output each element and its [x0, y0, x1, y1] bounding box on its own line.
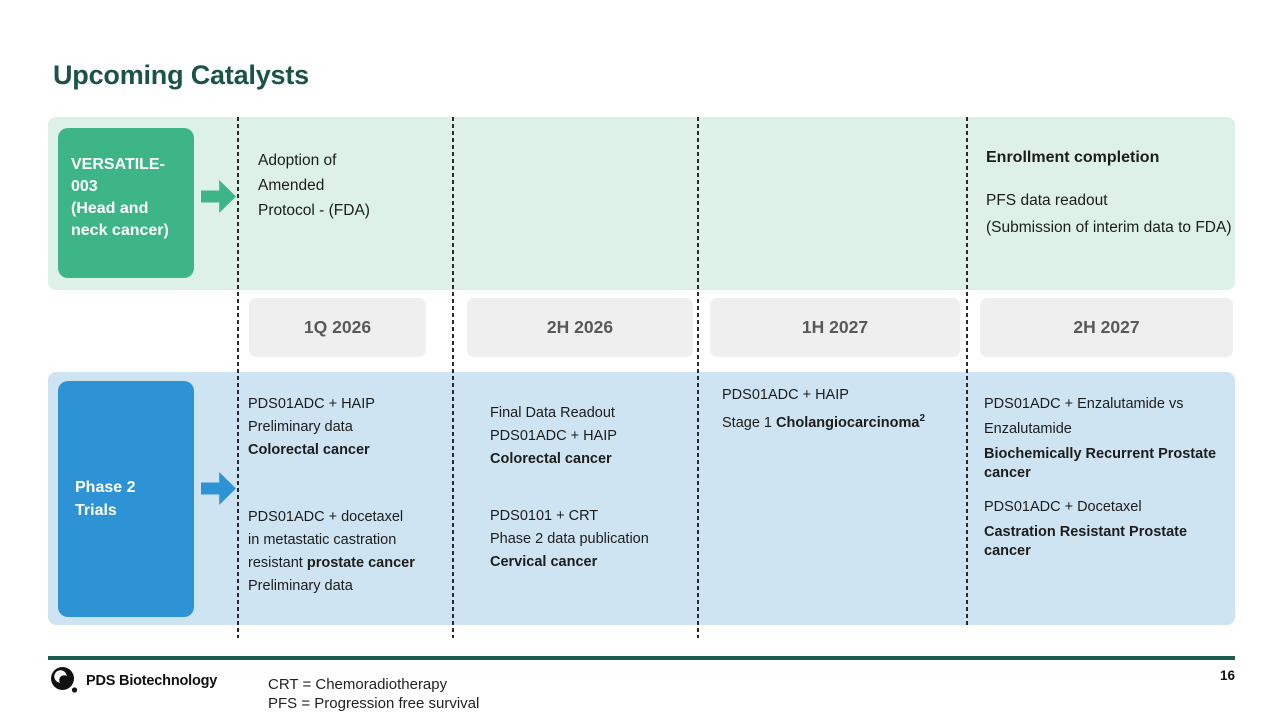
phase2-col3-milestones: PDS01ADC + HAIP Stage 1 Cholangiocarcino… — [722, 383, 925, 435]
milestone-line: resistant prostate cancer — [248, 555, 415, 571]
milestone-line: PDS01ADC + HAIP — [490, 428, 617, 444]
milestone-line: Preliminary data — [248, 419, 353, 435]
phase2-col1-milestones: PDS01ADC + HAIP Preliminary data Colorec… — [248, 393, 415, 598]
milestone-line: Preliminary data — [248, 578, 353, 594]
milestone-line: PDS01ADC + docetaxel — [248, 509, 404, 525]
versatile-row-panel — [48, 117, 1235, 290]
page-title: Upcoming Catalysts — [53, 60, 309, 90]
phase2-col4-milestones: PDS01ADC + Enzalutamide vs Enzalutamide … — [984, 392, 1222, 561]
milestone-line: Enzalutamide — [984, 421, 1072, 437]
quarter-chip-2h2027: 2H 2027 — [980, 298, 1233, 357]
versatile-q4-milestone: Enrollment completion PFS data readout (… — [986, 147, 1238, 238]
milestone-line: Colorectal cancer — [490, 451, 612, 467]
timeline-divider-4 — [966, 117, 968, 626]
timeline-divider-3 — [697, 117, 699, 638]
footnote-marker: 2 — [919, 413, 925, 424]
page-number: 16 — [1219, 668, 1235, 683]
phase2-row-panel — [48, 372, 1235, 625]
brand-name: PDS Biotechnology — [86, 673, 218, 689]
milestone-line: Colorectal cancer — [248, 442, 370, 458]
phase2-col2-milestones: Final Data Readout PDS01ADC + HAIP Color… — [490, 402, 649, 574]
milestone-line: PDS01ADC + HAIP — [248, 396, 375, 412]
quarter-chip-1q2026: 1Q 2026 — [249, 298, 426, 357]
versatile-q1-milestone: Adoption of Amended Protocol - (FDA) — [258, 152, 370, 219]
phase2-label-box: Phase 2 Trials — [58, 381, 194, 617]
quarter-chip-1h2027: 1H 2027 — [710, 298, 960, 357]
milestone-line: Biochemically Recurrent Prostate cancer — [984, 446, 1217, 481]
milestone-line: PDS01ADC + Enzalutamide vs — [984, 396, 1184, 412]
milestone-line: PDS0101 + CRT — [490, 508, 599, 524]
milestone-line: Cervical cancer — [490, 554, 598, 570]
versatile-label: VERSATILE- 003 (Head and neck cancer) — [71, 156, 169, 239]
footnotes: CRT = Chemoradiotherapy PFS = Progressio… — [268, 675, 479, 713]
milestone-line: Stage 1 Cholangiocarcinoma2 — [722, 413, 925, 431]
milestone-heading: Enrollment completion — [986, 149, 1160, 166]
timeline-divider-1 — [237, 117, 239, 638]
versatile-label-box: VERSATILE- 003 (Head and neck cancer) — [58, 128, 194, 278]
milestone-line: PDS01ADC + HAIP — [722, 387, 849, 403]
milestone-line: in metastatic castration — [248, 532, 397, 548]
phase2-label: Phase 2 Trials — [75, 479, 136, 519]
pds-biotechnology-logo-icon — [50, 666, 80, 701]
milestone-line: PFS data readout — [986, 192, 1108, 209]
footnote-pfs: PFS = Progression free survival — [268, 695, 480, 712]
milestone-line: Castration Resistant Prostate cancer — [984, 524, 1188, 559]
quarter-chip-2h2026: 2H 2026 — [467, 298, 693, 357]
footer-rule — [48, 656, 1235, 660]
milestone-line: Phase 2 data publication — [490, 531, 649, 547]
milestone-line: Final Data Readout — [490, 405, 615, 421]
footnote-crt: CRT = Chemoradiotherapy — [268, 676, 448, 693]
milestone-line: (Submission of interim data to FDA) — [986, 219, 1232, 236]
timeline-divider-2 — [452, 117, 454, 638]
milestone-line: PDS01ADC + Docetaxel — [984, 499, 1142, 515]
